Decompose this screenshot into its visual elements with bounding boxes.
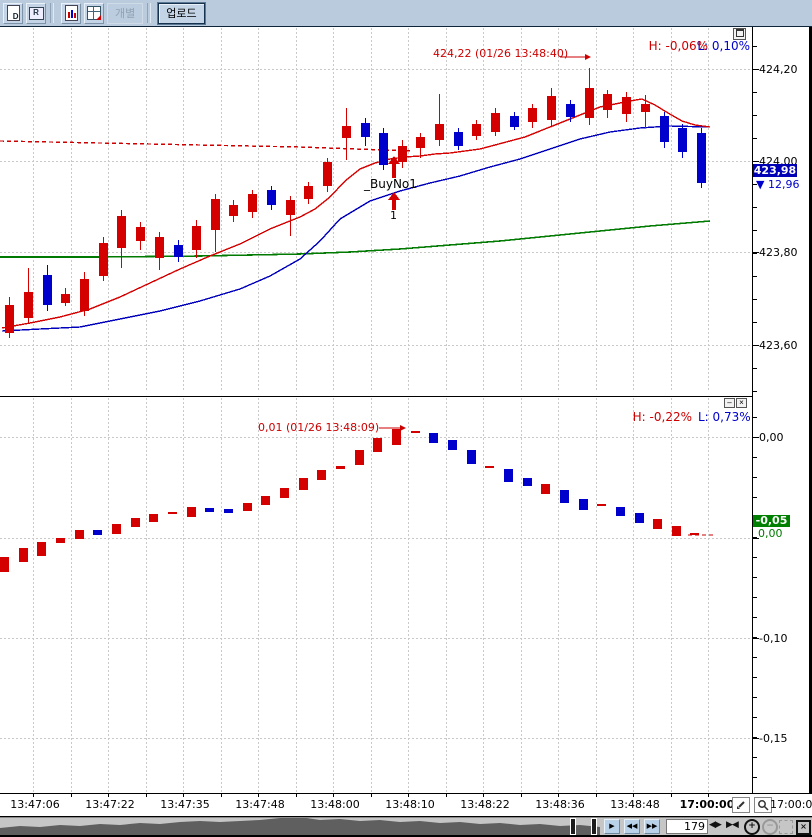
time-axis-label: 13:47:06 [10, 798, 60, 811]
document-d-button[interactable]: D [3, 2, 23, 24]
screen-r-button[interactable]: R [26, 2, 46, 24]
fast-forward-button[interactable]: ▶▶ [644, 819, 660, 834]
subpanel-minimize-button[interactable]: – [724, 398, 735, 408]
y-axis-label: -0,15 [759, 732, 788, 745]
time-axis-label: 13:48:48 [610, 798, 660, 811]
time-axis-label: 13:48:00 [310, 798, 360, 811]
y-axis-label: 424,20 [759, 63, 798, 76]
edit-button[interactable] [732, 797, 750, 813]
frame-mode-icon[interactable] [779, 820, 793, 834]
frame-count-input[interactable] [666, 819, 708, 834]
top-low-pct-label: L: 0,10% [697, 39, 750, 53]
step-forward-button[interactable]: ▶ [604, 819, 620, 834]
collapse-horizontal-icon[interactable]: ▶◀ [726, 820, 739, 830]
y-axis-label: 423,60 [759, 339, 798, 352]
spread-change-label: 0,00 [758, 527, 783, 540]
magnifier-icon [757, 799, 769, 811]
y-axis-label: 0,00 [759, 431, 784, 444]
individual-button[interactable]: 개별 [107, 2, 144, 24]
bottom-high-annotation: 0,01 (01/26 13:48:09) [258, 421, 380, 434]
page-d-icon: D [6, 5, 20, 21]
chart-document-button[interactable] [61, 2, 81, 24]
time-axis-label: 13:48:10 [385, 798, 435, 811]
toolbar: D R 개별 업로드 [0, 0, 812, 27]
page-chart-icon [64, 5, 78, 21]
cursor-time-label: 17:00:00 [770, 798, 812, 811]
range-handle-left[interactable] [570, 818, 576, 835]
navigator-bar: ▶ ◀◀ ▶▶ ◀▶ ▶◀ + − × [0, 817, 812, 835]
subpanel-close-button[interactable]: × [736, 398, 747, 408]
time-axis-label: 17:00:00 [679, 798, 735, 811]
toolbar-separator [147, 3, 152, 23]
price-change-label: ▼ 12,96 [756, 178, 800, 191]
y-axis-label: 423,80 [759, 246, 798, 259]
zoom-in-icon[interactable]: + [744, 819, 760, 835]
toolbar-separator [50, 3, 54, 23]
monitor-r-icon: R [28, 6, 44, 20]
upload-button[interactable]: 업로드 [158, 2, 205, 24]
bottom-high-pct-label: H: -0,22% [632, 410, 692, 424]
y-axis-label: -0,10 [759, 632, 788, 645]
time-axis-background [0, 794, 812, 816]
time-axis-label: 13:48:22 [460, 798, 510, 811]
zoom-out-icon[interactable]: − [762, 819, 778, 835]
range-handle-right[interactable] [591, 818, 597, 835]
zoom-button[interactable] [754, 797, 772, 813]
buy-marker-number: 1 [390, 209, 397, 222]
time-axis-label: 13:47:22 [85, 798, 135, 811]
time-axis-label: 13:47:48 [235, 798, 285, 811]
grid-table-button[interactable] [84, 2, 104, 24]
panel-restore-button[interactable] [733, 28, 746, 40]
close-chart-icon[interactable]: × [796, 820, 811, 835]
time-axis: 13:47:06 13:47:22 13:47:35 13:47:48 13:48:00… [0, 794, 812, 816]
top-high-annotation: 424,22 (01/26 13:48:40) [433, 47, 569, 60]
expand-horizontal-icon[interactable]: ◀▶ [709, 820, 722, 830]
navigator-strip[interactable] [0, 818, 600, 835]
fast-back-button[interactable]: ◀◀ [624, 819, 640, 834]
current-price-badge: 423,98 [753, 164, 797, 177]
top-high-pct-label: H: -0,06% [648, 39, 708, 53]
buy-marker-label: _BuyNo1 [364, 177, 417, 191]
pencil-icon [737, 801, 745, 809]
time-axis-label: 13:48:36 [535, 798, 585, 811]
restore-icon [735, 29, 744, 37]
spread-value-badge: -0,05 [753, 515, 790, 527]
time-axis-label: 13:47:35 [160, 798, 210, 811]
bottom-low-pct-label: L: 0,73% [698, 410, 751, 424]
grid-table-icon [87, 6, 101, 20]
